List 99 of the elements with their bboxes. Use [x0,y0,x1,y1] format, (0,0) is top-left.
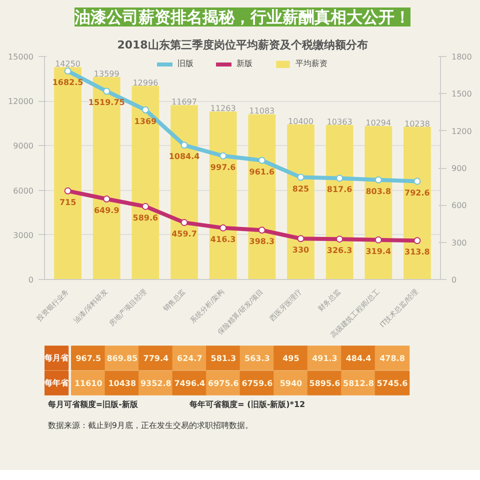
text: 每月可省额度=旧版-新版 [46,398,139,409]
point [297,174,304,181]
text: 每年可省额度= (旧版-新版)*12 [188,398,306,409]
data-label: 398.3 [249,237,275,246]
point [297,235,304,242]
text: 5895.6 [309,379,341,388]
y2-tick-label: 600 [452,201,467,210]
data-label: 459.7 [172,230,197,239]
data-label: 11083 [249,106,275,116]
text: 7496.4 [174,379,206,388]
text: 563.3 [244,354,270,363]
data-label: 10294 [366,118,392,128]
data-label: 715 [59,198,77,207]
text: 6975.6 [208,379,240,388]
bar [287,124,314,280]
data-label: 14250 [55,60,81,69]
text: 779.4 [143,354,169,363]
text: 每年省 [43,378,70,388]
y2-tick-label: 900 [452,164,467,173]
legend-label: 新版 [236,58,254,69]
text: 5940 [280,379,303,388]
bar [209,112,237,280]
point [414,237,421,244]
text: 5812.8 [343,379,374,388]
point [103,195,110,202]
data-label: 961.6 [249,167,275,176]
y2-tick-label: 300 [452,238,467,248]
legend-label: 平均薪资 [296,58,328,69]
bar [132,86,160,280]
bar [364,126,392,280]
point [374,176,382,184]
y-tick-label: 9000 [13,142,34,151]
text: 6759.6 [242,379,274,388]
point [258,156,266,164]
point [64,68,72,75]
data-label: 825 [292,184,310,194]
y-tick-label: 12000 [8,97,34,106]
point [414,178,421,185]
bar [326,124,354,280]
chart-title: 2018山东第三季度岗位平均薪资及个税缴纳额分布 [117,38,368,52]
data-label: 13599 [94,69,120,78]
y-tick-label: 6000 [13,186,34,196]
bar [248,114,276,280]
point [103,88,110,95]
point [64,187,72,194]
point [336,236,344,243]
data-label: 319.4 [366,246,392,256]
point [142,202,149,210]
data-label: 1369 [134,116,158,126]
data-label: 792.6 [404,188,430,198]
text: 10438 [108,379,136,388]
y-tick-label: 15000 [8,52,34,62]
data-label: 817.6 [326,185,353,194]
y-tick-label: 0 [28,276,34,284]
bar [54,67,82,280]
y2-tick-label: 1500 [452,90,472,99]
point [258,226,266,234]
text: 每月省 [43,354,70,362]
point [336,174,344,182]
data-label: 803.8 [366,186,392,196]
y-tick-label: 3000 [13,230,34,240]
text: 869.85 [106,354,138,363]
text: 5745.6 [376,379,408,388]
data-label: 11697 [172,98,197,107]
bar [404,126,431,280]
data-label: 11263 [210,104,236,114]
text: 491.3 [312,354,338,363]
data-label: 589.6 [132,213,159,222]
source-note: 数据来源：截止到9月底，正在发生交易的求职招聘数据。 [48,421,253,430]
point [374,236,382,244]
data-label: 12996 [132,78,158,88]
point [220,152,227,160]
y2-tick-label: 0 [452,276,457,284]
text: 581.3 [210,354,236,363]
text: 484.4 [346,354,372,363]
y2-tick-label: 1800 [452,52,472,62]
point [180,219,188,226]
data-label: 10400 [288,116,314,126]
data-label: 10238 [404,119,430,128]
point [180,142,188,149]
y2-tick-label: 1200 [452,126,472,136]
data-label: 416.3 [210,234,236,244]
point [220,224,227,232]
data-label: 330 [292,246,310,255]
data-label: 326.3 [326,246,352,256]
text: 478.8 [380,354,406,363]
data-label: 10363 [326,117,352,126]
text: 624.7 [177,354,202,363]
chart-subtitle: 油漆公司薪资排名揭秘，行业薪酬真相大公开！ [74,8,410,26]
data-label: 649.9 [94,206,120,215]
text: 495 [282,354,300,363]
text: 11610 [74,379,103,388]
point [142,106,149,114]
data-label: 997.6 [210,162,236,172]
data-label: 313.8 [404,248,430,257]
text: 9352.8 [140,379,172,388]
bar [170,105,198,280]
legend-label: 旧版 [178,58,194,69]
text: 967.5 [76,354,102,363]
